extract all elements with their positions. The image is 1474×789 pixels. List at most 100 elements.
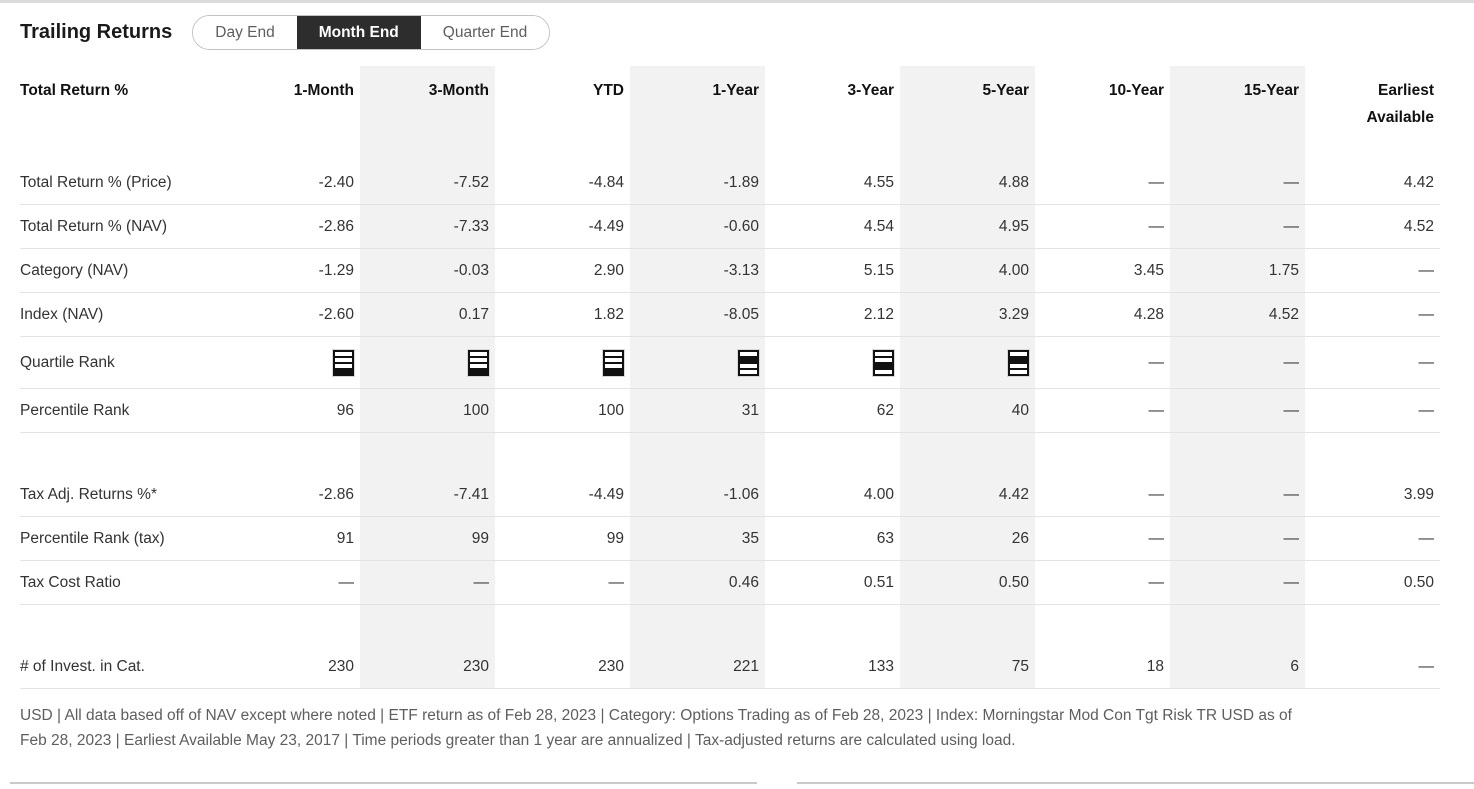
quartile-3-icon: [873, 349, 894, 376]
cell-value: —: [1148, 529, 1165, 547]
quartile-band: [740, 355, 757, 362]
table-row-index-nav: Index (NAV) -2.60 0.17 1.82 -8.05 2.12 3.29 4.2…: [20, 293, 1440, 337]
cell-value: 1.75: [1170, 249, 1305, 292]
cell-value: 4.55: [863, 173, 894, 191]
cell-value: 133: [868, 657, 894, 675]
cell-value: 3.29: [900, 293, 1035, 336]
bottom-divider-right: [797, 782, 1474, 784]
cell-value: —: [1170, 517, 1305, 560]
cell-value: —: [1418, 305, 1435, 323]
cell-value: 62: [876, 401, 894, 419]
spacer-cell: [1035, 605, 1170, 645]
cell-value: —: [1148, 173, 1165, 191]
cell-value: —: [1148, 485, 1165, 503]
cell-value: 6: [1170, 645, 1305, 688]
table-row-percentile-rank-tax: Percentile Rank (tax) 91 99 99 35 63 26 — — —: [20, 517, 1440, 561]
spacer-cell: [1170, 605, 1305, 645]
cell-value: 100: [360, 389, 495, 432]
column-header-3-month: 3-Month: [360, 66, 495, 161]
table-row-quartile-rank: Quartile Rank — — —: [20, 337, 1440, 389]
column-header-10-year: 10-Year: [1108, 82, 1164, 99]
column-header-earliest-available: Earliest Available: [1366, 82, 1435, 126]
cell-value: —: [1148, 573, 1165, 591]
spacer-cell: [20, 605, 225, 645]
footnote-line-1: USD | All data based off of NAV except w…: [20, 707, 1292, 724]
spacer-cell: [765, 433, 900, 473]
table-header-row: Total Return % 1-Month 3-Month YTD 1-Year 3-Y…: [20, 66, 1440, 161]
cell-value: 3.45: [1133, 261, 1164, 279]
spacer-cell: [1170, 433, 1305, 473]
spacer-cell: [360, 605, 495, 645]
cell-value: 99: [360, 517, 495, 560]
column-header-3-year: 3-Year: [847, 82, 894, 99]
cell-value: -2.40: [318, 173, 354, 191]
quartile-band: [875, 367, 892, 374]
cell-value: 1.82: [593, 305, 624, 323]
cell-value: 0.51: [863, 573, 894, 591]
cell-value: —: [1418, 401, 1435, 419]
table-row-total-return-price: Total Return % (Price) -2.40 -7.52 -4.84 -1.…: [20, 161, 1440, 205]
cell-value: 4.00: [863, 485, 894, 503]
quartile-band: [1010, 367, 1027, 374]
column-header-1-month: 1-Month: [293, 82, 354, 99]
quartile-4-icon: [468, 349, 489, 376]
tab-quarter-end[interactable]: Quarter End: [420, 16, 550, 49]
cell-value: 3.99: [1403, 485, 1434, 503]
quartile-4-icon: [603, 349, 624, 376]
row-label: Total Return % (NAV): [20, 217, 168, 235]
cell-value: 5.15: [863, 261, 894, 279]
footnote: USD | All data based off of NAV except w…: [20, 703, 1444, 753]
cell-value: 221: [630, 645, 765, 688]
cell-value: —: [1170, 561, 1305, 604]
tab-month-end[interactable]: Month End: [296, 16, 421, 49]
quartile-cell: —: [1148, 353, 1165, 371]
spacer-cell: [20, 433, 225, 473]
cell-value: -0.03: [360, 249, 495, 292]
table-row-category-nav: Category (NAV) -1.29 -0.03 2.90 -3.13 5.15 4.0…: [20, 249, 1440, 293]
quartile-band: [335, 367, 352, 374]
cell-value: 4.52: [1403, 217, 1434, 235]
cell-value: —: [1170, 389, 1305, 432]
quartile-band: [875, 361, 892, 368]
quartile-band: [740, 361, 757, 368]
quartile-cell: [360, 337, 495, 388]
spacer-cell: [225, 605, 360, 645]
spacer-cell: [1305, 605, 1440, 645]
spacer-cell: [630, 605, 765, 645]
row-label: Tax Cost Ratio: [20, 573, 121, 591]
cell-value: 230: [328, 657, 354, 675]
table-row-of-invest-in-cat: # of Invest. in Cat. 230 230 230 221 133 75 18 6…: [20, 645, 1440, 689]
quartile-cell: [630, 337, 765, 388]
cell-value: 4.28: [1133, 305, 1164, 323]
cell-value: —: [1418, 657, 1435, 675]
table-row-tax-adj-returns: Tax Adj. Returns %* -2.86 -7.41 -4.49 -1.06 4…: [20, 473, 1440, 517]
column-header-total-return: Total Return %: [20, 82, 129, 99]
quartile-4-icon: [333, 349, 354, 376]
bottom-divider-left: [10, 782, 757, 784]
period-tabs: Day End Month End Quarter End: [192, 15, 551, 50]
quartile-band: [335, 361, 352, 368]
cell-value: 4.42: [900, 473, 1035, 516]
cell-value: 4.42: [1403, 173, 1434, 191]
row-label: Category (NAV): [20, 261, 129, 279]
cell-value: -1.06: [630, 473, 765, 516]
table-spacer-row: [20, 605, 1440, 645]
tab-day-end[interactable]: Day End: [193, 16, 297, 49]
quartile-band: [470, 361, 487, 368]
cell-value: —: [1170, 205, 1305, 248]
cell-value: 4.52: [1170, 293, 1305, 336]
cell-value: 0.50: [900, 561, 1035, 604]
cell-value: -1.89: [630, 161, 765, 204]
quartile-band: [875, 355, 892, 362]
column-header-1-year: 1-Year: [630, 66, 765, 161]
cell-value: 63: [876, 529, 894, 547]
cell-value: —: [360, 561, 495, 604]
cell-value: -2.60: [318, 305, 354, 323]
spacer-cell: [1035, 433, 1170, 473]
spacer-cell: [1305, 433, 1440, 473]
cell-value: 0.17: [360, 293, 495, 336]
spacer-cell: [765, 605, 900, 645]
cell-value: 75: [900, 645, 1035, 688]
cell-value: -7.52: [360, 161, 495, 204]
